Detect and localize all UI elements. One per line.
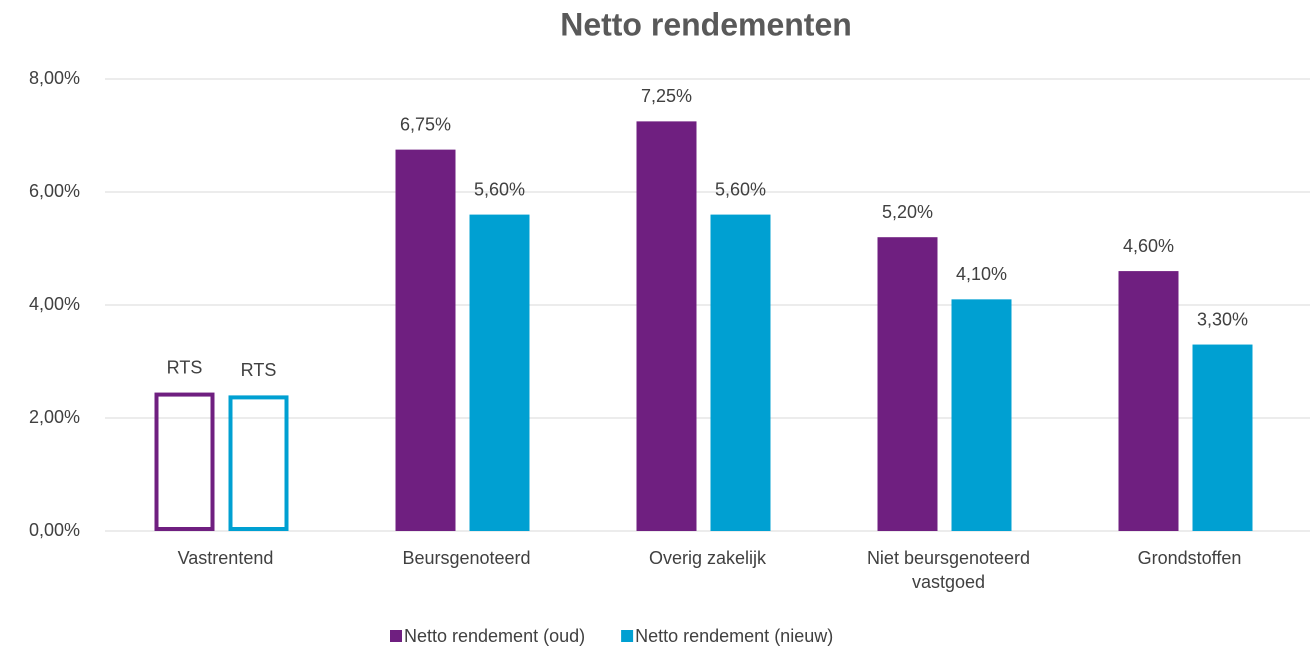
value-label: 3,30%	[1197, 309, 1248, 329]
legend-label: Netto rendement (nieuw)	[635, 626, 833, 646]
value-label: 7,25%	[641, 86, 692, 106]
bar	[1192, 344, 1253, 531]
value-label: 4,10%	[956, 264, 1007, 284]
bar	[469, 214, 530, 531]
y-tick-label: 2,00%	[29, 407, 80, 427]
bar	[1118, 271, 1179, 531]
y-tick-label: 4,00%	[29, 294, 80, 314]
bar	[877, 237, 938, 531]
x-tick-label: Grondstoffen	[1137, 548, 1242, 568]
value-label: 5,20%	[882, 202, 933, 222]
legend-swatch	[390, 630, 402, 642]
x-tick-label: Niet beursgenoteerd vastgoed	[866, 548, 1031, 592]
x-tick-label: Vastrentend	[177, 548, 274, 568]
bar	[154, 392, 215, 532]
bar	[228, 395, 289, 531]
value-label: RTS	[241, 360, 277, 380]
y-tick-label: 0,00%	[29, 520, 80, 540]
legend-swatch	[621, 630, 634, 642]
value-label: 5,60%	[715, 179, 766, 199]
chart-title: Netto rendementen	[560, 6, 852, 42]
bar	[395, 149, 456, 531]
value-label: 6,75%	[400, 114, 451, 134]
y-tick-label: 8,00%	[29, 68, 80, 88]
x-tick-label: Overig zakelijk	[648, 548, 767, 568]
value-label: RTS	[167, 357, 203, 377]
bar	[710, 214, 771, 531]
value-label: 5,60%	[474, 179, 525, 199]
bar	[636, 121, 697, 531]
bar	[951, 299, 1012, 531]
value-label: 4,60%	[1123, 236, 1174, 256]
y-tick-label: 6,00%	[29, 181, 80, 201]
legend-label: Netto rendement (oud)	[404, 626, 585, 646]
x-tick-label: Beursgenoteerd	[402, 548, 531, 568]
